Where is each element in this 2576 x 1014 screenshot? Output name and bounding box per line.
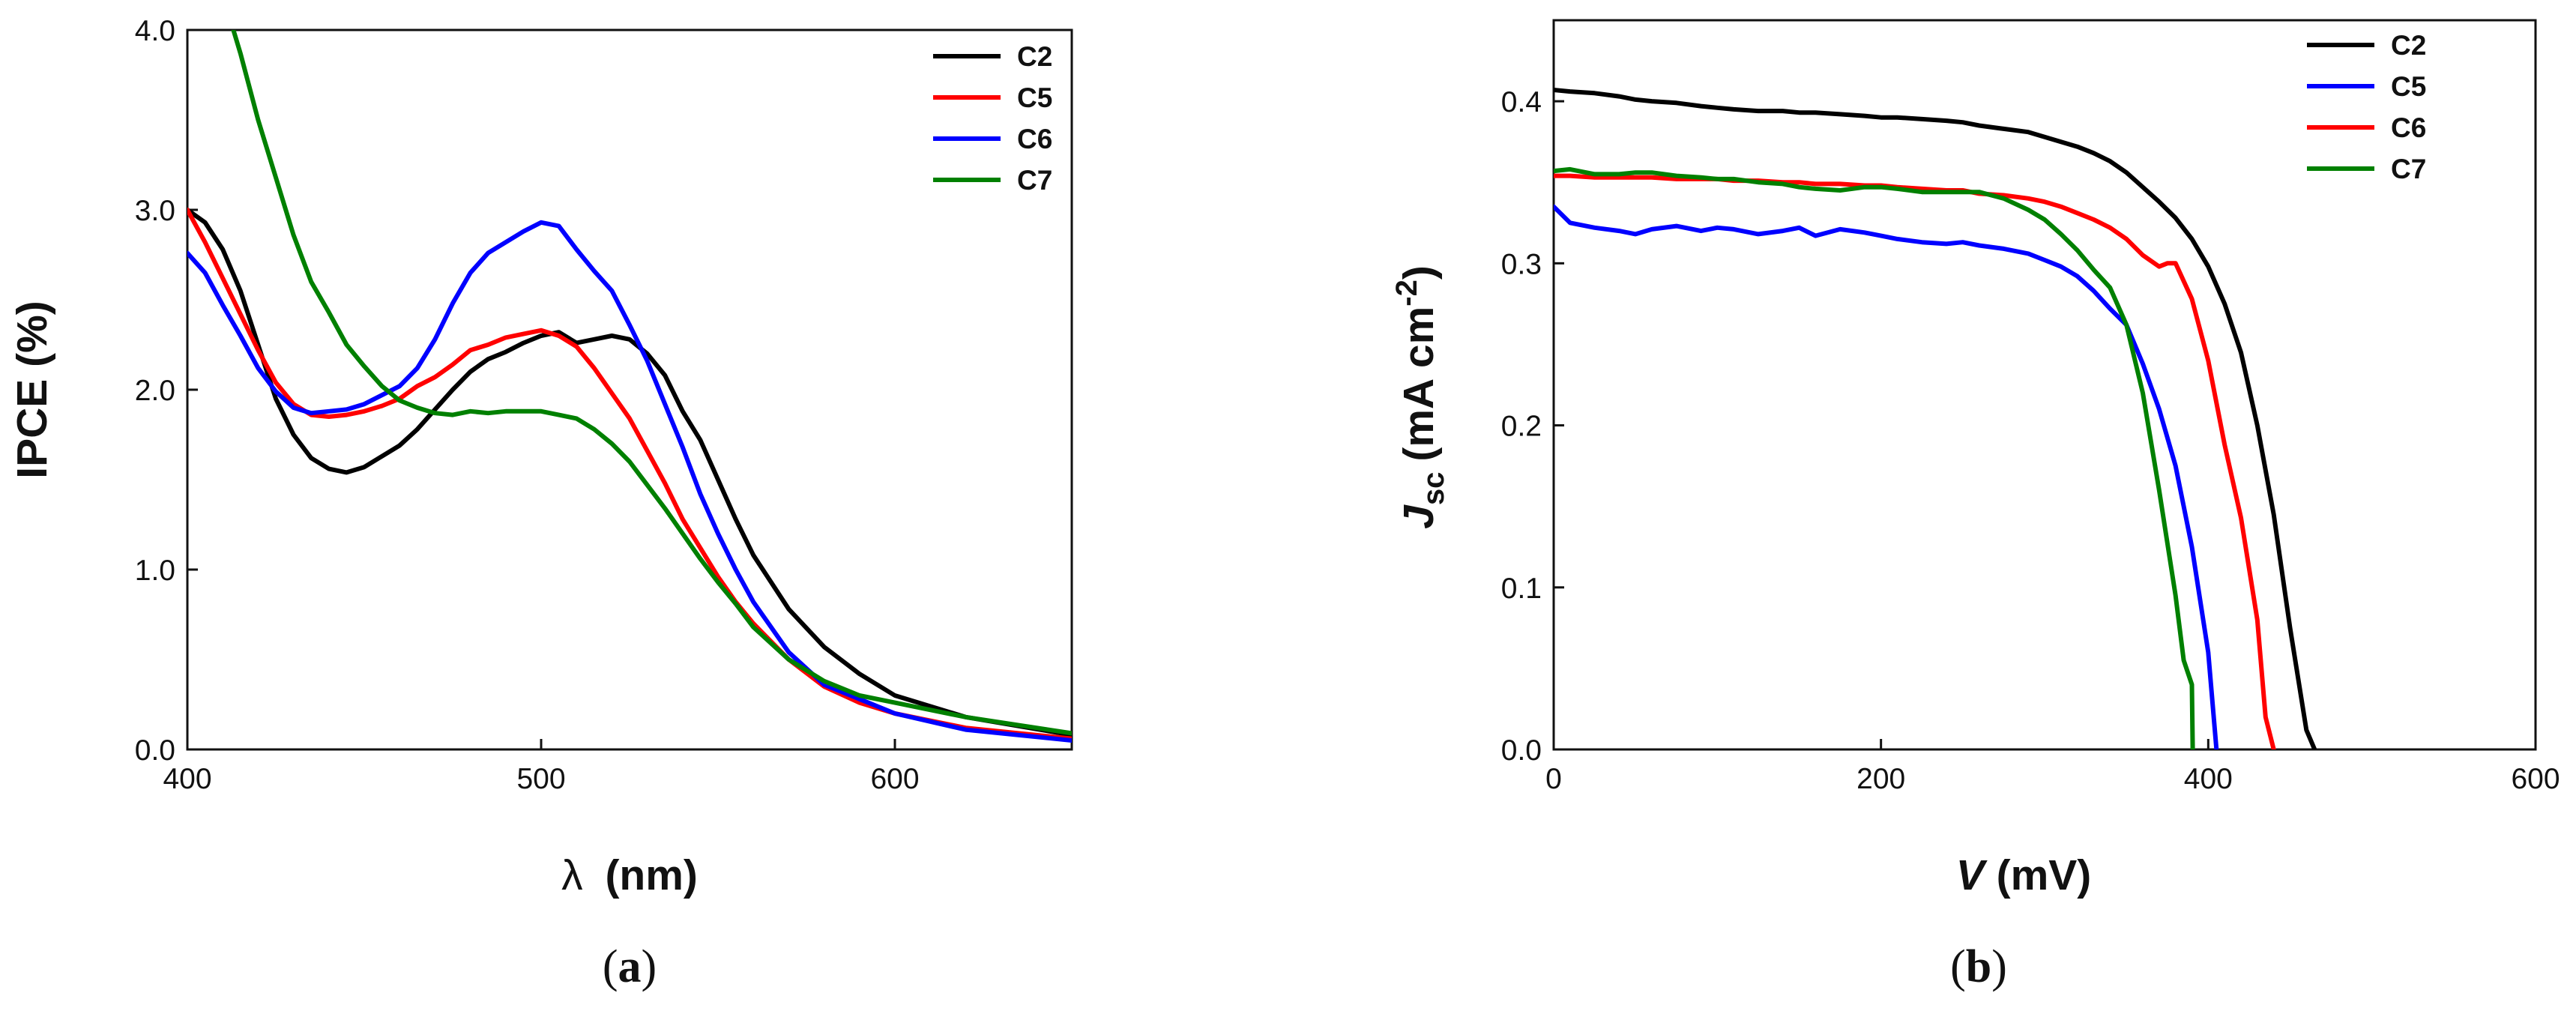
legend-label-c6: C6	[2391, 112, 2426, 143]
x-axis-label: V (mV)	[1956, 851, 2092, 899]
chart-jv: 0 200 400 600 0.0 0.1 0.2 0.3 0.4 C2 C5 C6 C7 Jsc (m…	[1390, 19, 2560, 992]
legend: C2 C5 C6 C7	[933, 41, 1052, 196]
y-tick-label: 0.4	[1501, 86, 1542, 118]
panel-label: (a)	[603, 941, 657, 992]
x-tick-label: 600	[2511, 763, 2560, 795]
legend-label-c5: C5	[2391, 71, 2426, 102]
series-line-c7	[1554, 166, 2195, 749]
legend-label-c7: C7	[1017, 165, 1052, 196]
panel-letter: b	[1966, 941, 1991, 992]
legend-label-c6: C6	[1017, 124, 1052, 154]
legend-label-c2: C2	[1017, 41, 1052, 72]
series-group	[187, 30, 1072, 743]
y-tick-label: 3.0	[135, 195, 175, 227]
series-line-c5	[187, 208, 1072, 741]
y-tick-label: 2.0	[135, 375, 175, 407]
series-group	[1554, 88, 2317, 749]
series-line-c6	[1554, 173, 2276, 749]
x-tick-label: 500	[516, 763, 565, 795]
legend-label-c7: C7	[2391, 154, 2426, 184]
y-tick-label: 0.1	[1501, 573, 1542, 605]
series-line-c7	[231, 30, 1072, 736]
y-axis-unit: (mA cm	[1395, 307, 1443, 462]
plot-frame	[1552, 19, 2537, 751]
y-axis-symbol: J	[1395, 504, 1443, 529]
axis-ticks: 0 200 400 600 0.0 0.1 0.2 0.3 0.4	[1501, 86, 2560, 795]
x-tick-label: 600	[870, 763, 919, 795]
series-line-c2	[1554, 88, 2317, 749]
legend-label-c5: C5	[1017, 82, 1052, 113]
y-axis-label: IPCE (%)	[8, 301, 56, 479]
x-axis-symbol: λ	[561, 851, 583, 899]
x-axis-symbol: V	[1956, 851, 1988, 899]
y-axis-label: Jsc (mA cm-2)	[1390, 265, 1450, 529]
x-axis-unit: (nm)	[605, 851, 697, 899]
x-tick-label: 400	[163, 763, 211, 795]
axis-ticks: 400 500 600 0.0 1.0 2.0 3.0 4.0	[135, 15, 920, 795]
x-tick-label: 400	[2184, 763, 2233, 795]
chart-ipce: 400 500 600 0.0 1.0 2.0 3.0 4.0 C2 C5 C6 C7 IPCE (…	[8, 15, 1073, 992]
panel-letter: a	[618, 941, 642, 992]
y-tick-label: 1.0	[135, 555, 175, 587]
x-tick-label: 0	[1545, 763, 1562, 795]
y-tick-label: 4.0	[135, 15, 175, 47]
series-line-c5	[1554, 204, 2219, 749]
y-tick-label: 0.3	[1501, 248, 1542, 280]
series-line-c6	[187, 220, 1072, 743]
legend-label-c2: C2	[2391, 30, 2426, 61]
legend: C2 C5 C6 C7	[2307, 30, 2426, 184]
panel-label: (b)	[1950, 941, 2007, 992]
series-line-c2	[187, 208, 1072, 737]
y-tick-label: 0.0	[1501, 734, 1542, 767]
y-tick-label: 0.0	[135, 734, 175, 767]
x-tick-label: 200	[1856, 763, 1905, 795]
y-tick-label: 0.2	[1501, 411, 1542, 443]
y-axis-exponent: -2	[1390, 280, 1423, 307]
y-axis-subscript: sc	[1417, 472, 1450, 506]
y-axis-close: )	[1395, 265, 1443, 280]
x-axis-label: λ (nm)	[561, 851, 698, 899]
x-axis-unit: (mV)	[1997, 851, 2092, 899]
